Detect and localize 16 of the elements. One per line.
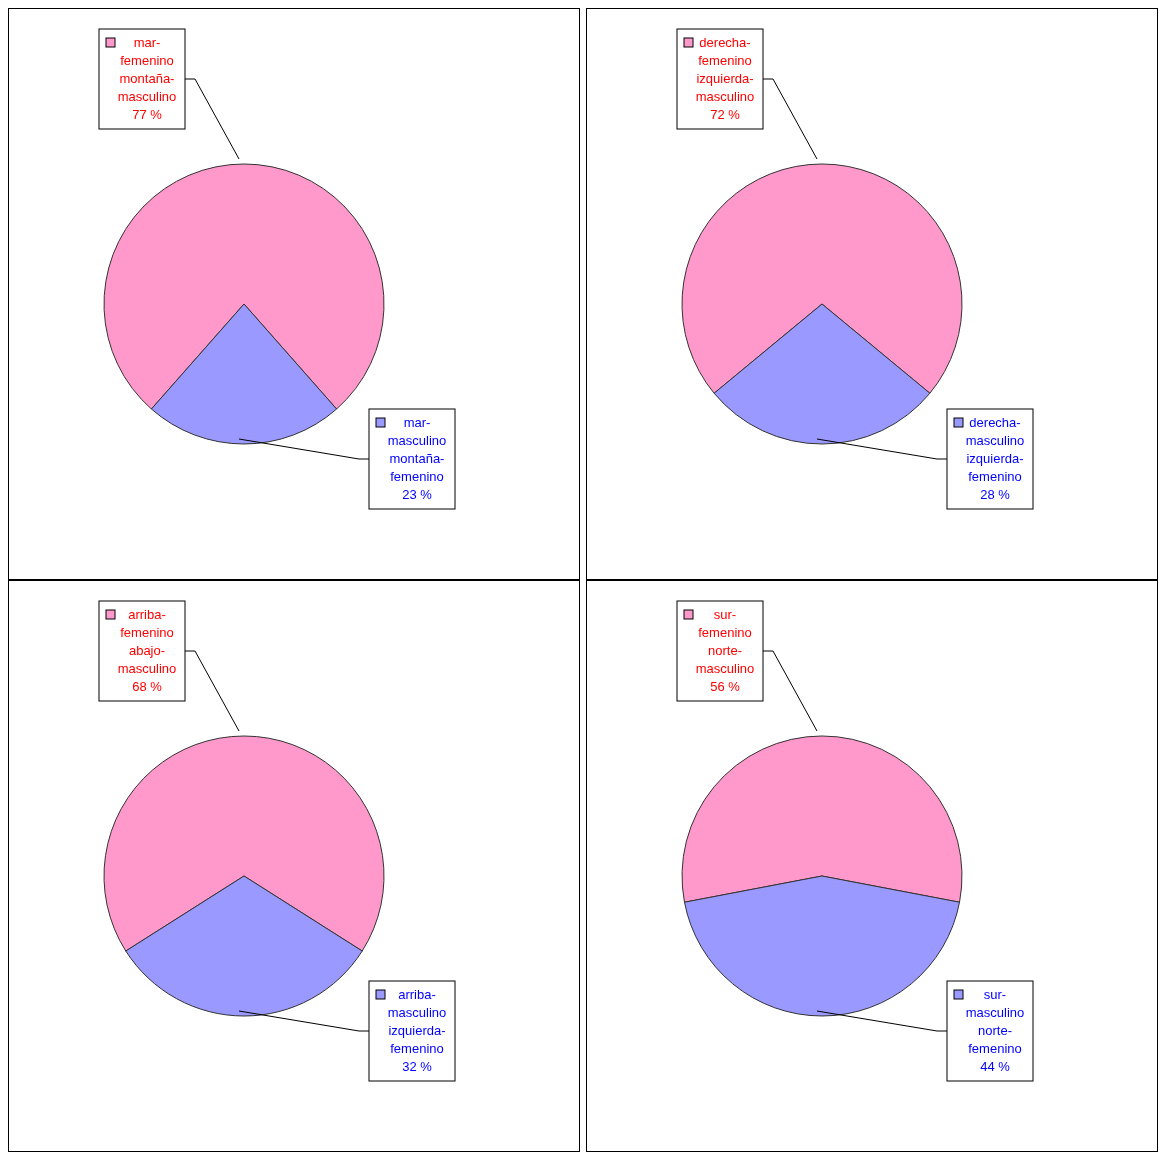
legend-label: derecha-femenino izquierda-masculino	[695, 35, 755, 104]
data-label: 77 %	[132, 107, 163, 122]
data-label: 32 %	[402, 1059, 433, 1074]
data-label: 28 %	[980, 487, 1011, 502]
data-label: 23 %	[402, 487, 433, 502]
legend-label: mar-femenino montaña-masculino	[117, 35, 177, 104]
legend-label: derecha-masculino izquierda-femenino	[965, 415, 1025, 484]
data-label: 56 %	[710, 679, 741, 694]
data-label: 68 %	[132, 679, 163, 694]
data-label: 44 %	[980, 1059, 1011, 1074]
legend-label: sur-femenino norte-masculino	[695, 607, 755, 676]
legend-label: sur-masculino norte-femenino	[965, 987, 1025, 1056]
legend-label: mar-masculino montaña-femenino	[387, 415, 447, 484]
legend-label: arriba-femenino abajo-masculino	[117, 607, 177, 676]
data-label: 72 %	[710, 107, 741, 122]
legend-label: arriba-masculino izquierda-femenino	[387, 987, 447, 1056]
